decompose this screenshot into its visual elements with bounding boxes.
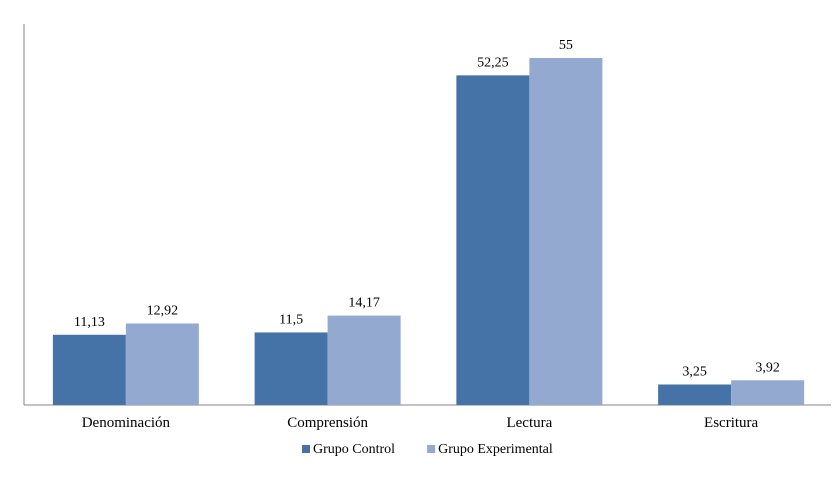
bar-grupo-control-3 bbox=[658, 384, 732, 405]
legend: Grupo Control Grupo Experimental bbox=[302, 442, 553, 457]
data-label-grupo-control-0: 11,13 bbox=[74, 315, 105, 330]
bar-grupo-experimental-2 bbox=[529, 58, 603, 405]
legend-label-1: Grupo Experimental bbox=[438, 442, 553, 457]
data-label-grupo-experimental-2: 55 bbox=[559, 38, 573, 53]
bar-grupo-control-2 bbox=[456, 75, 530, 405]
bar-grupo-control-1 bbox=[254, 332, 328, 405]
data-labels-group: 11,13 12,92 11,5 14,17 52,25 55 3,25 3,92 bbox=[74, 38, 780, 379]
bars-group bbox=[52, 58, 805, 405]
legend-swatch-1 bbox=[427, 445, 436, 453]
legend-swatch-0 bbox=[302, 445, 310, 453]
x-tick-label-3: Escritura bbox=[704, 415, 758, 431]
data-label-grupo-control-2: 52,25 bbox=[477, 55, 509, 70]
data-label-grupo-experimental-0: 12,92 bbox=[147, 303, 179, 318]
data-label-grupo-control-3: 3,25 bbox=[682, 364, 707, 379]
data-label-grupo-experimental-3: 3,92 bbox=[755, 360, 780, 375]
bar-grupo-experimental-1 bbox=[327, 315, 401, 405]
data-label-grupo-control-1: 11,5 bbox=[279, 312, 303, 327]
legend-label-0: Grupo Control bbox=[313, 442, 395, 457]
bar-grupo-experimental-3 bbox=[731, 380, 805, 405]
x-tick-label-2: Lectura bbox=[506, 415, 552, 431]
x-tick-label-0: Denominación bbox=[82, 415, 171, 431]
bar-grupo-control-0 bbox=[52, 334, 126, 405]
x-tick-labels-group: Denominación Comprensión Lectura Escritura bbox=[82, 415, 759, 431]
data-label-grupo-experimental-1: 14,17 bbox=[348, 296, 380, 311]
bar-grupo-experimental-0 bbox=[125, 323, 199, 405]
x-tick-label-1: Comprensión bbox=[287, 415, 368, 431]
